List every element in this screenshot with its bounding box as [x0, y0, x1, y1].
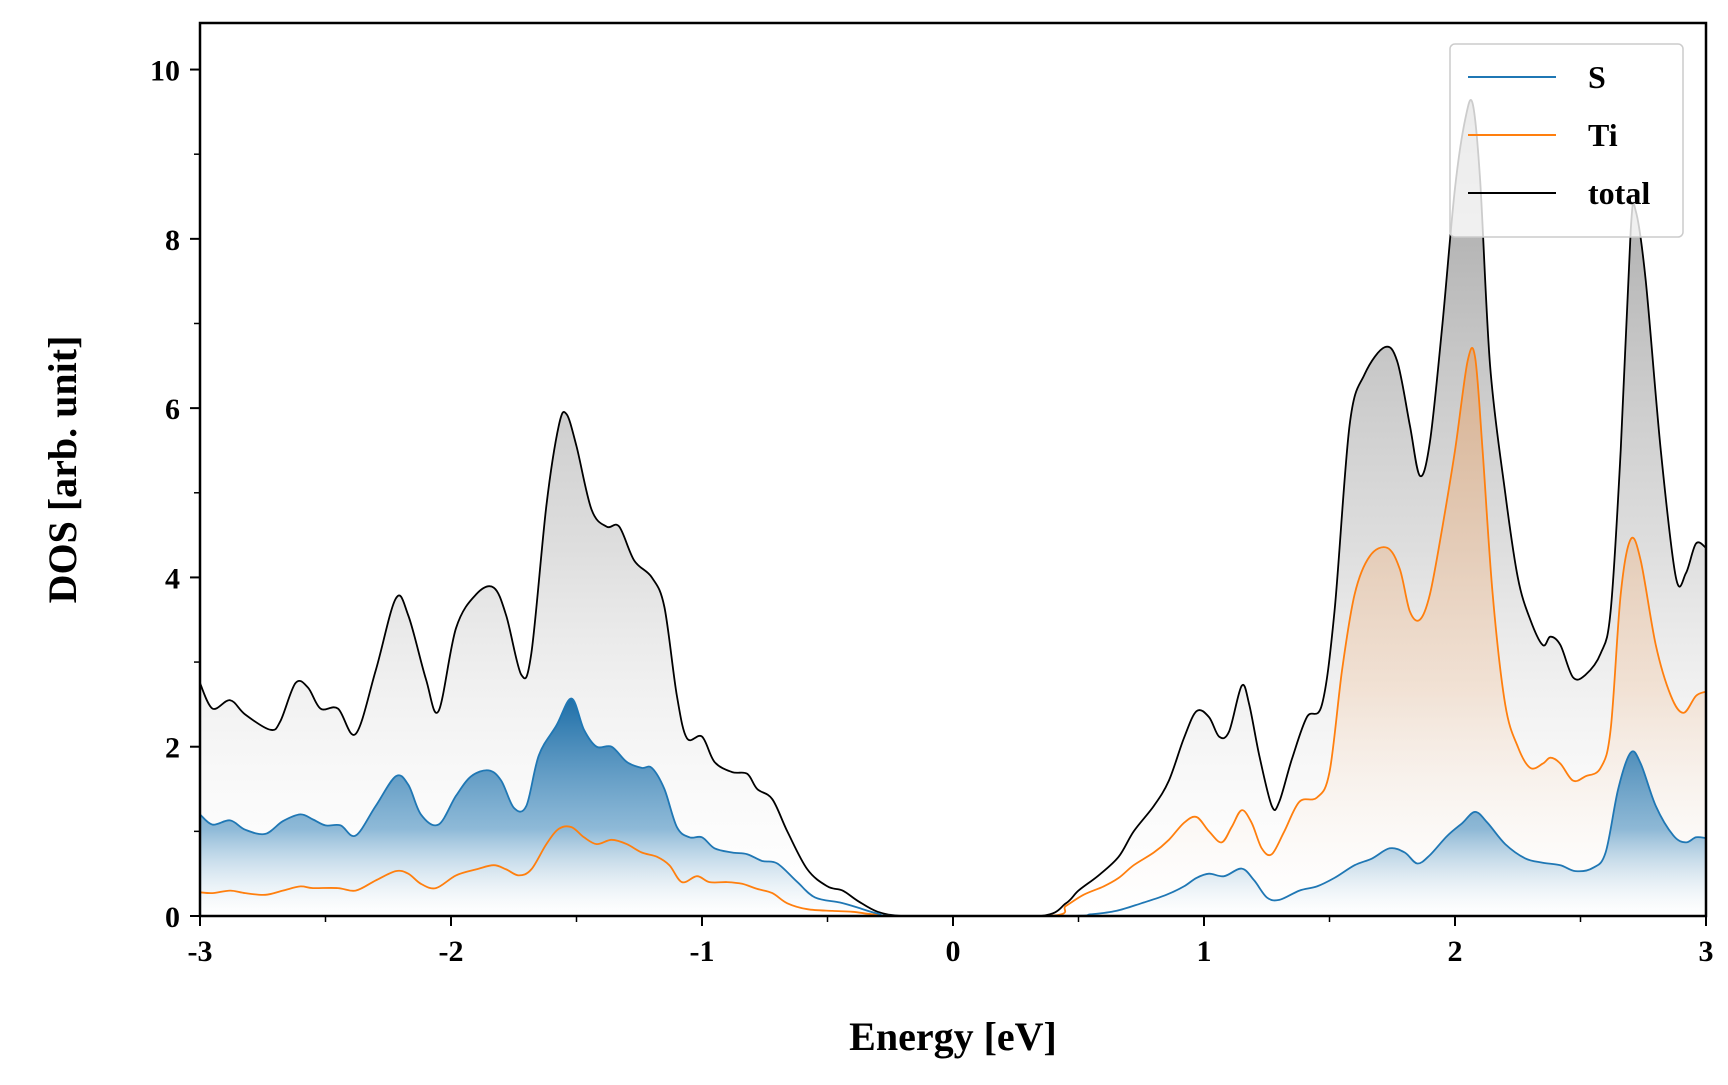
legend-label-ti: Ti — [1588, 117, 1618, 153]
series-line-total — [200, 98, 1706, 916]
legend: S Ti total — [1449, 43, 1684, 238]
x-axis-label: Energy [eV] — [849, 1014, 1057, 1059]
legend-box — [1449, 43, 1684, 238]
axes: -3 -2 -1 0 1 2 3 0 2 4 6 8 10 — [150, 21, 1714, 968]
y-tick-label: 0 — [165, 901, 180, 934]
x-tick-label: -2 — [439, 935, 464, 968]
y-tick-label: 6 — [165, 393, 180, 426]
x-tick-label: -1 — [690, 935, 715, 968]
y-axis-label: DOS [arb. unit] — [40, 336, 85, 604]
legend-label-s: S — [1588, 59, 1606, 95]
series-area-s — [200, 698, 1706, 916]
x-tick-label: 0 — [946, 935, 961, 968]
x-tick-label: 3 — [1699, 935, 1714, 968]
x-tick-label: -3 — [188, 935, 213, 968]
x-tick-label: 1 — [1197, 935, 1212, 968]
y-tick-label: 2 — [165, 732, 180, 765]
legend-label-total: total — [1588, 175, 1650, 211]
y-tick-label: 4 — [165, 562, 180, 595]
series-line-s — [200, 697, 1706, 916]
plot-area — [200, 98, 1706, 916]
y-tick-label: 8 — [165, 224, 180, 257]
x-tick-label: 2 — [1448, 935, 1463, 968]
y-tick-label: 10 — [150, 55, 180, 88]
series-line-ti — [200, 347, 1706, 916]
